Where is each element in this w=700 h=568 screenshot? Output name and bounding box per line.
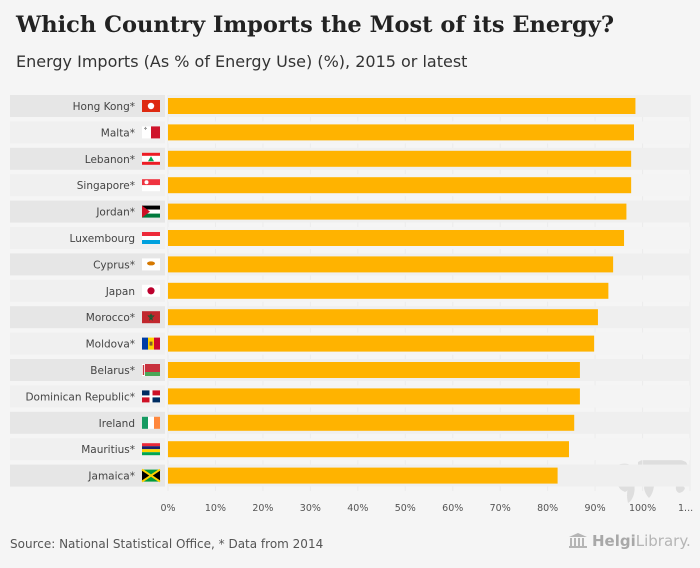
category-label: Ireland xyxy=(99,418,135,430)
row-band xyxy=(10,279,165,302)
bar-jordan xyxy=(168,203,627,220)
flag-luxembourg-icon xyxy=(142,232,160,244)
row-band xyxy=(10,227,165,249)
x-tick-label: 100% xyxy=(629,503,656,514)
x-tick-label: 0% xyxy=(160,503,175,514)
category-label: Mauritius* xyxy=(81,444,135,456)
row-band xyxy=(10,95,165,117)
x-tick-label: 80% xyxy=(537,503,558,514)
x-tick-label: 70% xyxy=(490,503,511,514)
x-tick-label: 90% xyxy=(585,503,606,514)
category-label: Lebanon* xyxy=(85,154,135,166)
bar-belarus xyxy=(168,362,580,378)
row-band xyxy=(10,464,165,487)
flag-jamaica-icon xyxy=(141,468,161,483)
flag-hong-kong-icon xyxy=(142,100,160,112)
bar-japan xyxy=(168,282,609,299)
category-label: Belarus* xyxy=(90,365,135,377)
row-band xyxy=(10,385,165,408)
flag-ireland-icon xyxy=(142,416,160,429)
bar-cyprus xyxy=(168,256,614,273)
flag-dominican-republic-icon xyxy=(142,390,160,403)
bar-morocco xyxy=(168,309,598,326)
library-building-icon xyxy=(569,533,587,548)
bar-dominican-republic xyxy=(168,388,580,405)
flag-lebanon-icon xyxy=(142,152,160,165)
category-label: Cyprus* xyxy=(93,259,135,271)
flag-morocco-icon xyxy=(142,311,160,324)
category-label: Singapore* xyxy=(77,180,135,192)
source-note: Source: National Statistical Office, * D… xyxy=(10,537,324,551)
row-band xyxy=(10,306,165,329)
flag-japan-icon xyxy=(142,284,160,297)
bar-malta xyxy=(168,124,635,141)
category-label: Jamaica* xyxy=(87,471,135,483)
chart-subtitle: Energy Imports (As % of Energy Use) (%),… xyxy=(16,52,468,71)
brand-bold: Helgi xyxy=(592,532,636,550)
x-tick-label: 20% xyxy=(252,503,273,514)
category-label: Japan xyxy=(105,286,135,298)
brand-rest: Library. xyxy=(635,532,691,550)
row-band xyxy=(10,359,165,381)
x-tick-label: 40% xyxy=(347,503,368,514)
row-band xyxy=(10,121,165,144)
category-label: Moldova* xyxy=(86,339,135,351)
row-band xyxy=(10,332,165,355)
bar-mauritius xyxy=(168,441,569,458)
row-band xyxy=(10,438,165,461)
bar-singapore xyxy=(168,177,632,194)
helgilibrary-logo: HelgiLibrary. xyxy=(568,532,691,550)
flag-moldova-icon xyxy=(142,337,160,350)
bar-lebanon xyxy=(168,150,632,167)
x-tick-label: 30% xyxy=(300,503,321,514)
x-tick-label: 10% xyxy=(205,503,226,514)
row-band xyxy=(10,174,165,197)
category-label: Luxembourg xyxy=(70,233,135,245)
bar-moldova xyxy=(168,335,595,352)
flag-belarus-icon xyxy=(142,364,160,376)
bar-ireland xyxy=(168,414,575,431)
category-label: Jordan* xyxy=(95,207,135,219)
bar-luxembourg xyxy=(168,230,625,246)
row-band xyxy=(10,411,165,434)
row-band xyxy=(10,147,165,170)
category-label: Morocco* xyxy=(86,312,135,324)
row-band xyxy=(10,200,165,223)
x-tick-label: 1... xyxy=(678,503,693,514)
x-tick-label: 50% xyxy=(395,503,416,514)
row-band xyxy=(10,253,165,276)
bar-hong-kong xyxy=(168,98,636,114)
chart-title: Which Country Imports the Most of its En… xyxy=(16,12,615,38)
bar-jamaica xyxy=(168,467,558,484)
category-label: Malta* xyxy=(101,127,135,139)
flag-singapore-icon xyxy=(142,179,160,192)
category-label: Dominican Republic* xyxy=(25,391,135,403)
flag-jordan-icon xyxy=(142,205,160,218)
flag-cyprus-icon xyxy=(142,258,160,271)
x-tick-label: 60% xyxy=(442,503,463,514)
flag-mauritius-icon xyxy=(142,443,160,456)
category-label: Hong Kong* xyxy=(73,101,135,113)
flag-malta-icon xyxy=(142,126,160,139)
